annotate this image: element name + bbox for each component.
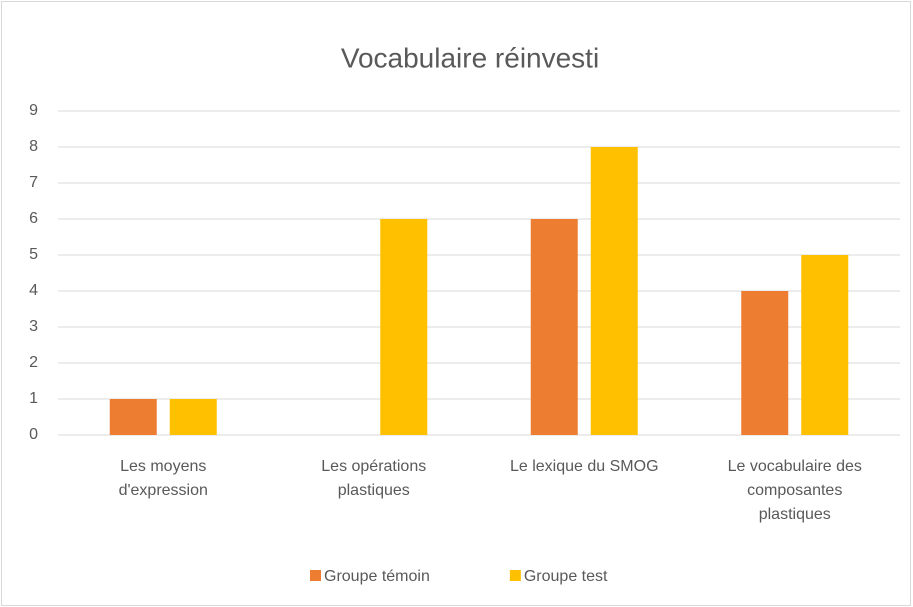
x-tick-label: Le lexique du SMOG — [509, 458, 659, 475]
y-tick-label: 5 — [29, 246, 38, 263]
bar — [801, 255, 849, 435]
y-tick-label: 7 — [29, 174, 38, 191]
chart-title: Vocabulaire réinvesti — [341, 42, 599, 73]
x-tick-label: Les moyens d'expression — [118, 458, 208, 499]
y-tick-label: 8 — [29, 138, 38, 155]
y-tick-label: 9 — [29, 102, 38, 119]
bar — [109, 399, 157, 435]
y-tick-label: 4 — [29, 282, 38, 299]
bar — [530, 219, 578, 435]
legend-label: Groupe test — [524, 568, 608, 585]
legend-swatch — [310, 570, 321, 581]
x-tick-label: Le vocabulaire des composantes plastique… — [727, 458, 862, 523]
y-tick-label: 1 — [29, 390, 38, 407]
x-tick-label: Les opérations plastiques — [321, 458, 427, 499]
bar — [741, 291, 789, 435]
legend-swatch — [509, 570, 521, 581]
y-tick-label: 0 — [29, 426, 38, 443]
bar — [169, 399, 217, 435]
y-tick-label: 3 — [29, 318, 38, 335]
bar — [590, 147, 638, 435]
bar — [380, 219, 428, 435]
legend-label: Groupe témoin — [324, 568, 430, 585]
y-tick-label: 6 — [29, 210, 38, 227]
y-tick-label: 2 — [29, 354, 38, 371]
